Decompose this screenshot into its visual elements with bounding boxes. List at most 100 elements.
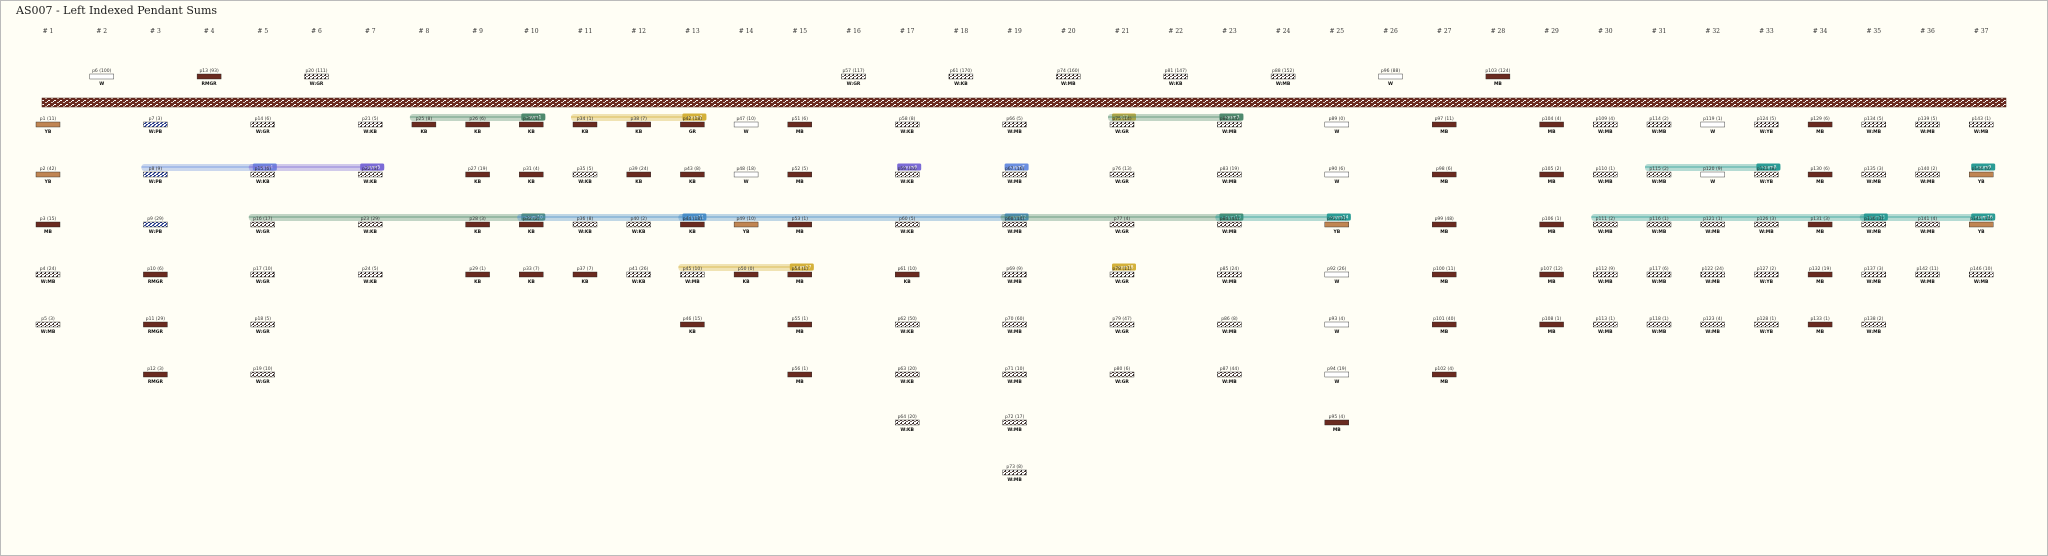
pendant-cord-color-code: W:GR (1115, 329, 1129, 335)
primary-cord (41, 97, 2007, 108)
pendant-cord-label: p122 (24) (1702, 266, 1724, 272)
pendant-cord-color-bar (1539, 121, 1564, 128)
sum-tag-label: =sum10 (524, 215, 543, 221)
pendant-cord-color-bar (1861, 171, 1887, 178)
pendant-cord-color-bar (1700, 171, 1725, 178)
pendant-cord-label: p79 (47) (1112, 316, 1131, 322)
pendant-cord-color-bar (1915, 271, 1940, 278)
pendant-cord-color-code: W:MB (1007, 179, 1022, 185)
pendant-cord-label: p64 (20) (898, 414, 917, 420)
pendant-cord-color-code: W:MB (1222, 129, 1237, 135)
pendant-cord-label: p86 (8) (1221, 316, 1238, 322)
pendant-cord-color-bar (733, 121, 759, 128)
pendant-cord-color-code: YB (742, 229, 750, 235)
pendant-cord-label: p50 (0) (738, 266, 755, 272)
pendant-cord-label: p25 (8) (416, 116, 433, 122)
pendant-cord-label: p101 (40) (1433, 316, 1455, 322)
pendant-cord-color-bar (465, 221, 490, 228)
pendant-cord-color-bar (143, 221, 168, 228)
pendant-cord-color-bar (787, 121, 812, 128)
pendant-cord-label: p80 (6) (1114, 366, 1131, 372)
pendant-cord-color-code: W:MB (1007, 427, 1022, 433)
pendant-cord-color-bar (35, 321, 61, 328)
pendant-cord-color-code: W (1710, 179, 1715, 185)
pendant-cord-color-code: W:GR (256, 279, 270, 285)
pendant-cord-label: p27 (19) (468, 166, 487, 172)
pendant-cord-label: p121 (1) (1703, 216, 1722, 222)
pendant-cord-color-code: W:MB (1007, 477, 1022, 483)
pendant-cord-color-code: W:GR (1115, 229, 1129, 235)
pendant-cord-label: p37 (7) (577, 266, 594, 272)
pendant-cord-color-code: KB (635, 179, 642, 185)
pendant-cord-color-bar (1646, 121, 1672, 128)
pendant-cord-color-code: W:MB (1867, 129, 1882, 135)
pendant-cord-color-code: W:GR (256, 329, 270, 335)
pendant-cord-label: p54 (1) (792, 266, 809, 272)
pendant-cord-color-bar (1324, 221, 1350, 228)
pendant-cord-label: p111 (2) (1596, 216, 1615, 222)
pendant-cord-color-code: KB (635, 129, 642, 135)
pendant-cord-color-bar (572, 171, 598, 178)
pendant-cord-color-bar (1431, 221, 1457, 228)
pendant-cord-label: p87 (44) (1220, 366, 1239, 372)
pendant-cord-color-code: YB (1332, 229, 1340, 235)
pendant-cord-label: p145 (10) (1970, 216, 1992, 222)
column-label: # 32 (1705, 28, 1720, 35)
pendant-cord-color-code: W:MB (1007, 379, 1022, 385)
pendant-cord-color-code: MB (44, 229, 52, 235)
pendant-cord-color-code: W:MB (685, 279, 700, 285)
pendant-cord-label: p144 (0) (1972, 166, 1991, 172)
pendant-cord-color-code: MB (1440, 379, 1448, 385)
top-cord-color-code: W:GR (847, 81, 861, 87)
pendant-cord-label: p135 (3) (1864, 166, 1883, 172)
sum-tag-label: =sum18 (1114, 265, 1133, 271)
pendant-cord-color-code: W:KB (900, 427, 914, 433)
pendant-cord-color-bar (1646, 321, 1672, 328)
sum-band (409, 114, 546, 121)
pendant-cord-color-bar (733, 221, 759, 228)
pendant-cord-label: p71 (10) (1005, 366, 1024, 372)
pendant-cord-color-code: W:MB (1222, 329, 1237, 335)
pendant-cord-color-bar (1807, 321, 1833, 328)
pendant-cord-color-code: KB (689, 179, 696, 185)
pendant-cord-color-bar (1431, 271, 1457, 278)
pendant-cord-color-bar (1002, 221, 1027, 228)
pendant-cord-color-code: W:PB (149, 179, 163, 185)
pendant-cord-color-code: KB (474, 179, 481, 185)
pendant-cord-color-code: W:MB (1867, 229, 1882, 235)
pendant-cord-color-code: MB (796, 129, 804, 135)
pendant-cord-label: p72 (17) (1005, 414, 1024, 420)
pendant-cord-color-code: YB (1977, 229, 1985, 235)
top-cord-color-code: W:GR (310, 81, 324, 87)
pendant-cord-label: p59 (10) (898, 166, 917, 172)
pendant-cord-color-bar (1807, 271, 1833, 278)
pendant-cord-label: p93 (4) (1329, 316, 1346, 322)
pendant-cord-label: p70 (60) (1005, 316, 1024, 322)
pendant-cord-color-bar (1324, 121, 1350, 128)
pendant-cord-color-code: W:MB (1598, 229, 1613, 235)
pendant-cord-color-bar (1915, 171, 1940, 178)
pendant-cord-label: p107 (12) (1541, 266, 1563, 272)
pendant-cord-color-bar (250, 171, 276, 178)
page-title: AS007 - Left Indexed Pendant Sums (16, 4, 218, 17)
pendant-cord-color-code: W:MB (1705, 229, 1720, 235)
pendant-cord-label: p89 (0) (1329, 116, 1346, 122)
column-label: # 20 (1061, 28, 1076, 35)
pendant-cord-color-bar (1217, 121, 1242, 128)
top-cord-color-code: W:MB (1061, 81, 1076, 87)
pendant-cord-label: p40 (2) (631, 216, 648, 222)
sum-band (1645, 164, 1781, 171)
sum-bands: =sum1 =sum2 p12 =sum3 =sum4 =sum5 =sum6 =sum7 =s… (141, 113, 1996, 271)
pendant-cord-label: p41 (26) (629, 266, 648, 272)
top-cord-color-bar (1056, 73, 1081, 80)
pendant-cord-color-code: YB (44, 179, 52, 185)
sum-tag-label: =sum13 (1222, 215, 1241, 221)
pendant-cord-color-code: W:MB (1598, 279, 1613, 285)
pendant-cord-color-code: W:MB (1974, 129, 1989, 135)
pendant-cord-label: p44 (18) (683, 216, 702, 222)
pendant-cord-color-code: W:KB (900, 329, 914, 335)
pendant-cord-color-bar (1700, 121, 1725, 128)
pendant-cord-color-bar (35, 271, 61, 278)
pendant-cord-color-bar (1431, 371, 1457, 378)
pendant-cord-label: p4 (24) (40, 266, 57, 272)
